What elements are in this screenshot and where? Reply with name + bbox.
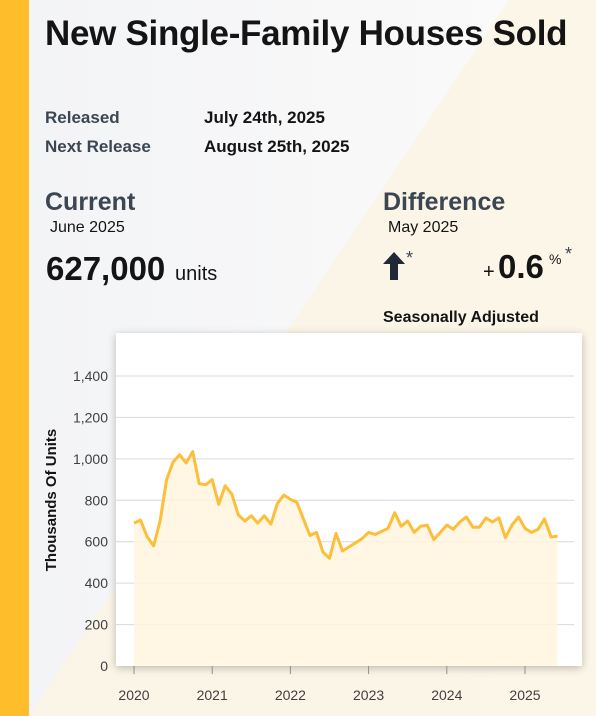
x-tick-label: 2022 (275, 687, 306, 703)
difference-value: 0.6 (498, 248, 544, 285)
arrow-asterisk: * (406, 248, 414, 268)
seasonally-adjusted-note: Seasonally Adjusted (383, 309, 539, 326)
y-axis: 0 200 400 600 800 1,000 1,200 1,400 (73, 368, 108, 674)
y-tick-label: 1,400 (73, 368, 108, 384)
y-tick-label: 0 (100, 658, 108, 674)
accent-bar (0, 0, 29, 716)
x-tick-label: 2020 (118, 687, 149, 703)
difference-asterisk: * (565, 244, 573, 264)
y-tick-label: 400 (85, 575, 109, 591)
y-tick-label: 200 (85, 617, 109, 633)
current-period: June 2025 (50, 219, 125, 236)
x-tick-label: 2023 (353, 687, 384, 703)
next-release-label: Next Release (45, 137, 151, 156)
x-tick-label: 2025 (509, 687, 540, 703)
y-tick-label: 1,200 (73, 409, 108, 425)
difference-sign: + (483, 261, 495, 283)
series-area (134, 451, 558, 666)
y-tick-label: 800 (85, 492, 109, 508)
current-value: 627,000 (46, 250, 166, 287)
released-label: Released (45, 108, 120, 127)
next-release-date: August 25th, 2025 (204, 137, 350, 156)
series-line (133, 450, 558, 560)
difference-period: May 2025 (388, 219, 459, 236)
current-unit: units (175, 263, 218, 285)
difference-heading: Difference (383, 188, 506, 216)
y-tick-label: 600 (85, 534, 109, 550)
difference-unit: % (549, 251, 562, 267)
y-axis-title: Thousands Of Units (43, 429, 60, 572)
x-tick-label: 2021 (197, 687, 228, 703)
arrow-up-icon (383, 252, 405, 280)
current-heading: Current (45, 188, 136, 216)
page-title: New Single-Family Houses Sold (45, 14, 568, 53)
x-axis: 2020 2021 2022 2023 2024 2025 (118, 666, 541, 703)
x-tick-label: 2024 (431, 687, 462, 703)
released-date: July 24th, 2025 (204, 108, 325, 127)
y-tick-label: 1,000 (73, 451, 108, 467)
